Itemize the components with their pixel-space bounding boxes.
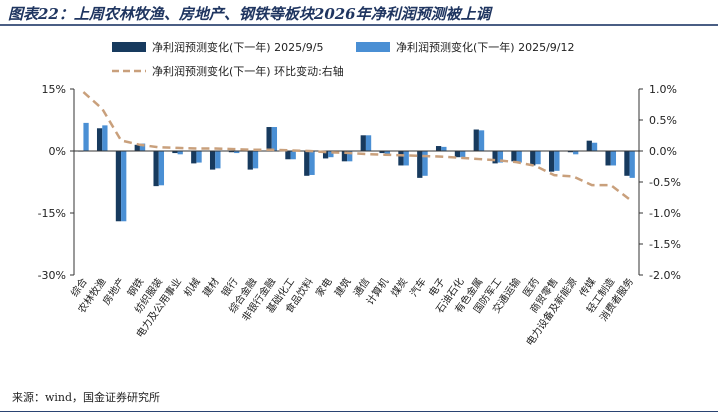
bar-series-1 [586, 140, 592, 151]
bar-series-2 [610, 151, 617, 166]
x-tick-label: 家电 [313, 275, 335, 299]
bar-series-1 [530, 151, 536, 166]
bar-series-2 [83, 122, 89, 151]
bar-series-2 [629, 151, 635, 178]
bar-series-1 [417, 151, 423, 178]
legend-label-series-1: 净利润预测变化(下一年) 2025/9/5 [152, 40, 323, 54]
bar-series-1 [605, 151, 611, 166]
bar-series-1 [473, 129, 479, 151]
bar-series-2 [139, 143, 146, 151]
bar-series-2 [290, 151, 296, 160]
bar-series-1 [379, 151, 385, 154]
plot-area: 15% 0% -15% -30% 1.0% 0.5% 0.0% -0.5% -1.0% -1.5%… [38, 83, 681, 348]
x-tick-label: 煤炭 [388, 275, 410, 299]
bar-series-1 [567, 151, 574, 153]
bar-series-1 [624, 151, 630, 176]
bar-series-2 [309, 151, 315, 175]
y-right-tick-label: -1.0% [649, 207, 681, 220]
bar-series-1 [285, 151, 291, 160]
y-right-tick-label: 1.0% [649, 83, 677, 96]
legend: 净利润预测变化(下一年) 2025/9/5 净利润预测变化(下一年) 2025/… [112, 40, 574, 78]
y-right-tick-label: -2.0% [649, 269, 681, 282]
bar-series-2 [271, 127, 278, 151]
bar-series-2 [384, 151, 391, 155]
x-tick-label: 建材 [200, 275, 222, 299]
bottom-divider [0, 411, 718, 412]
bar-series-2 [158, 151, 165, 186]
bar-series-2 [422, 151, 428, 176]
legend-swatch-series-2 [356, 42, 390, 52]
bar-series-2 [215, 151, 221, 169]
y-left-tick-label: -15% [38, 207, 66, 220]
line-series-3 [82, 91, 631, 201]
bar-series-1 [153, 151, 159, 187]
legend-label-series-3: 净利润预测变化(下一年) 环比变动:右轴 [152, 64, 344, 78]
bar-series-1 [341, 151, 348, 162]
bar-series-1 [266, 127, 272, 151]
x-tick-label: 机械 [181, 275, 203, 299]
y-right-tick-label: 0.0% [649, 145, 677, 158]
bar-series-1 [247, 151, 253, 170]
bar-series-2 [460, 151, 466, 158]
bar-series-1 [228, 151, 235, 153]
bar-series-1 [209, 151, 216, 170]
y-left-tick-label: 15% [42, 83, 66, 96]
bar-series-1 [360, 135, 366, 151]
bar-series-1 [398, 151, 404, 166]
bar-series-2 [403, 151, 409, 166]
bar-series-1 [435, 146, 442, 151]
bar-series-1 [454, 151, 461, 158]
x-tick-label: 汽车 [407, 275, 429, 299]
bar-series-2 [347, 151, 353, 162]
bar-series-2 [196, 151, 202, 163]
x-tick-label: 建筑 [331, 275, 353, 299]
bar-series-1 [511, 151, 517, 162]
bar-series-1 [191, 151, 197, 164]
legend-label-series-2: 净利润预测变化(下一年) 2025/9/12 [396, 40, 574, 54]
y-left-tick-label: 0% [49, 145, 66, 158]
bar-series-2 [591, 142, 598, 151]
bar-series-1 [548, 151, 555, 172]
bar-series-2 [252, 151, 259, 169]
bar-series-1 [115, 151, 122, 222]
bar-series-1 [492, 151, 498, 164]
bar-series-2 [365, 135, 372, 151]
bar-series-2 [554, 151, 560, 171]
bar-series-2 [516, 151, 522, 163]
bar-series-2 [177, 151, 183, 155]
bar-series-1 [322, 151, 329, 159]
y-left-tick-label: -30% [38, 269, 66, 282]
source-note: 来源：wind，国金证券研究所 [12, 391, 161, 404]
y-right-tick-label: -1.5% [649, 238, 681, 251]
bar-series-2 [497, 151, 504, 163]
bar-series-2 [102, 125, 108, 151]
bar-series-1 [304, 151, 310, 176]
bar-series-2 [234, 151, 240, 154]
bar-series-2 [121, 151, 127, 222]
title-divider [0, 24, 718, 26]
bar-series-2 [328, 151, 334, 158]
bar-series-1 [134, 144, 140, 151]
y-right-tick-label: 0.5% [649, 114, 677, 127]
bar-series-1 [96, 128, 103, 151]
bar-series-2 [535, 151, 541, 165]
legend-swatch-series-1 [112, 42, 146, 52]
bar-series-1 [172, 151, 178, 154]
figure-title: 图表22：上周农林牧渔、房地产、钢铁等板块2026年净利润预测被上调 [8, 5, 491, 23]
y-right-tick-label: -0.5% [649, 176, 681, 189]
bar-series-2 [573, 151, 579, 155]
bar-series-2 [441, 146, 447, 151]
chart: 净利润预测变化(下一年) 2025/9/5 净利润预测变化(下一年) 2025/… [38, 40, 681, 348]
bar-series-2 [478, 130, 485, 151]
